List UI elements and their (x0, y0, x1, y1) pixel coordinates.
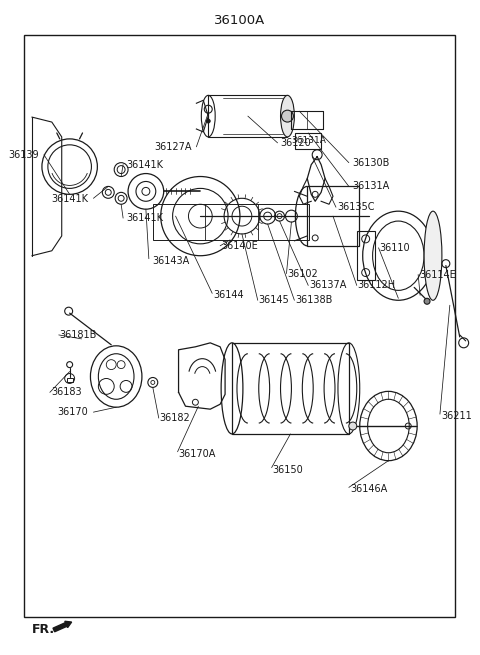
Bar (24, 35, 455, 617)
Circle shape (424, 298, 430, 304)
Bar (291, 111, 323, 129)
FancyArrow shape (53, 622, 72, 632)
Text: 36141K: 36141K (126, 213, 163, 223)
Text: 36135C: 36135C (337, 202, 374, 212)
Text: FR.: FR. (32, 624, 55, 637)
Text: 36170A: 36170A (179, 449, 216, 458)
Ellipse shape (280, 96, 294, 137)
Bar (307, 187, 359, 246)
Text: 36181B: 36181B (60, 330, 97, 340)
Text: 36143A: 36143A (152, 255, 189, 266)
Circle shape (349, 422, 357, 430)
Bar (295, 133, 321, 149)
Text: 36102: 36102 (288, 269, 318, 278)
Bar (232, 343, 349, 434)
Text: 36120: 36120 (280, 138, 311, 148)
Text: 36100A: 36100A (214, 14, 265, 27)
Bar (208, 96, 288, 137)
Text: 36141K: 36141K (126, 160, 163, 170)
Text: 36137A: 36137A (309, 280, 347, 290)
Text: 36110: 36110 (380, 243, 410, 253)
Bar (153, 204, 309, 240)
Text: 36127A: 36127A (154, 142, 192, 152)
Text: 36146A: 36146A (350, 485, 387, 495)
Text: 36211: 36211 (441, 411, 472, 421)
Text: 36144: 36144 (213, 290, 244, 301)
Circle shape (281, 110, 293, 122)
Text: 36139: 36139 (8, 150, 39, 160)
Text: 36114E: 36114E (419, 269, 456, 280)
Text: 36183: 36183 (51, 387, 82, 398)
Text: 36130B: 36130B (352, 158, 389, 168)
Circle shape (206, 119, 210, 123)
Text: 36145: 36145 (259, 295, 289, 305)
Text: 36170: 36170 (58, 407, 88, 417)
Text: 36131A: 36131A (291, 136, 326, 145)
Text: 36138B: 36138B (295, 295, 333, 305)
Bar (67, 379, 72, 383)
Text: 36140E: 36140E (221, 241, 258, 251)
Text: 36150: 36150 (273, 464, 303, 475)
Bar (357, 231, 374, 280)
Text: 36182: 36182 (160, 413, 191, 423)
Text: 36131A: 36131A (352, 181, 389, 191)
Text: 36141K: 36141K (51, 195, 88, 204)
Ellipse shape (424, 211, 442, 300)
Text: 36112H: 36112H (358, 280, 396, 290)
